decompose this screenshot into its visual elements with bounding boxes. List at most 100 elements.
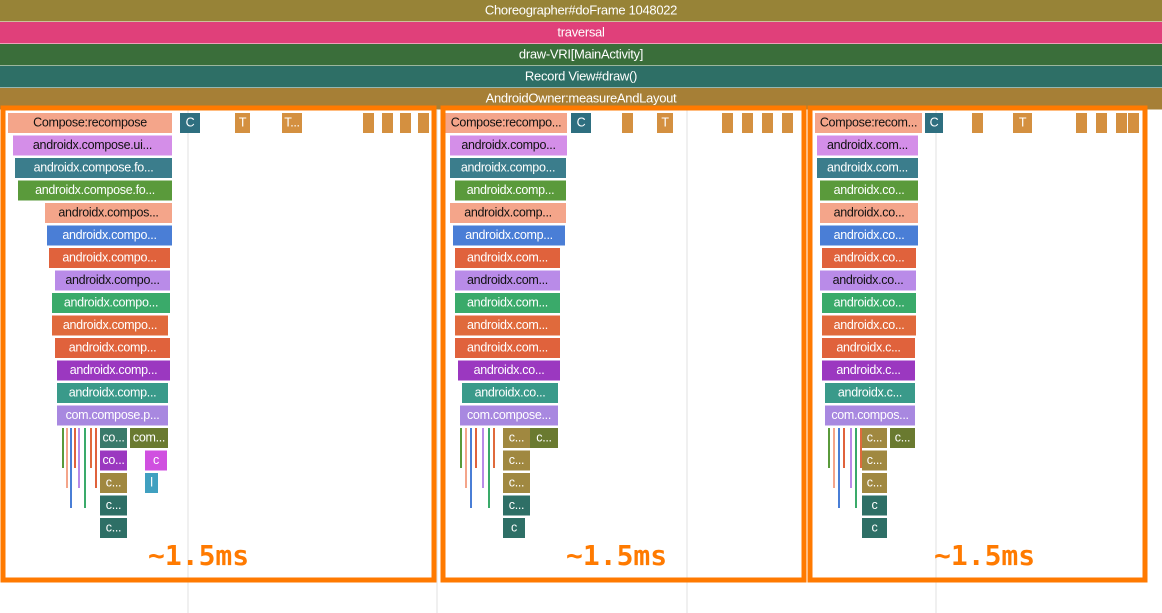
slice[interactable] <box>822 248 916 268</box>
slice[interactable] <box>862 428 887 448</box>
slice[interactable] <box>55 270 170 291</box>
slice[interactable] <box>49 248 170 268</box>
slice[interactable] <box>462 383 558 403</box>
slice[interactable] <box>822 293 916 313</box>
slice[interactable] <box>1013 113 1032 133</box>
slice[interactable] <box>78 428 80 488</box>
slice[interactable] <box>0 66 1162 88</box>
slice[interactable] <box>742 113 753 133</box>
slice[interactable] <box>503 473 530 493</box>
slice[interactable] <box>57 405 168 426</box>
slice[interactable] <box>850 428 852 488</box>
slice[interactable] <box>762 113 773 133</box>
slice[interactable] <box>45 203 172 223</box>
slice[interactable] <box>465 428 467 488</box>
slice[interactable] <box>55 338 170 358</box>
slice[interactable] <box>470 428 472 508</box>
slice[interactable] <box>382 113 393 133</box>
slice[interactable] <box>15 158 172 178</box>
slice[interactable] <box>450 203 566 223</box>
slice[interactable] <box>400 113 411 133</box>
slice[interactable] <box>100 450 127 471</box>
slice[interactable] <box>925 113 943 133</box>
slice[interactable] <box>90 428 92 468</box>
slice[interactable] <box>57 383 168 403</box>
slice[interactable] <box>130 428 168 448</box>
slice[interactable] <box>503 495 530 516</box>
slice[interactable] <box>530 428 558 448</box>
slice[interactable] <box>822 315 916 336</box>
slice[interactable] <box>0 44 1162 66</box>
slice[interactable] <box>1096 113 1107 133</box>
slice[interactable] <box>475 428 477 468</box>
slice[interactable] <box>571 113 591 133</box>
slice[interactable] <box>820 225 918 246</box>
slice[interactable] <box>503 518 525 538</box>
slice[interactable] <box>833 428 835 488</box>
slice[interactable] <box>418 113 429 133</box>
slice[interactable] <box>0 22 1162 44</box>
slice[interactable] <box>503 450 530 471</box>
slice[interactable] <box>0 88 1162 110</box>
slice[interactable] <box>815 113 922 133</box>
slice[interactable] <box>820 203 918 223</box>
slice[interactable] <box>1116 113 1127 133</box>
slice[interactable] <box>235 113 250 133</box>
slice[interactable] <box>445 113 567 133</box>
slice[interactable] <box>74 428 76 468</box>
slice[interactable] <box>460 405 558 426</box>
slice[interactable] <box>460 428 462 468</box>
slice[interactable] <box>100 495 127 516</box>
slice[interactable] <box>52 293 170 313</box>
slice[interactable] <box>455 248 560 268</box>
slice[interactable] <box>458 360 560 381</box>
slice[interactable] <box>488 428 490 508</box>
slice[interactable] <box>18 180 172 201</box>
slice[interactable] <box>450 158 566 178</box>
slice[interactable] <box>838 428 840 508</box>
slice[interactable] <box>145 473 158 493</box>
slice[interactable] <box>47 225 172 246</box>
slice[interactable] <box>455 315 560 336</box>
slice[interactable] <box>825 405 915 426</box>
slice[interactable] <box>282 113 302 133</box>
slice[interactable] <box>57 360 170 381</box>
slice[interactable] <box>145 450 167 471</box>
slice[interactable] <box>180 113 200 133</box>
slice[interactable] <box>62 428 64 468</box>
slice[interactable] <box>820 180 918 201</box>
slice[interactable] <box>722 113 733 133</box>
slice[interactable] <box>100 518 127 538</box>
slice[interactable] <box>95 428 97 488</box>
slice[interactable] <box>860 428 862 468</box>
slice[interactable] <box>828 428 830 468</box>
slice[interactable] <box>890 428 915 448</box>
slice[interactable] <box>13 135 172 156</box>
slice[interactable] <box>503 428 530 448</box>
slice[interactable] <box>862 495 887 516</box>
slice[interactable] <box>100 428 127 448</box>
slice[interactable] <box>493 428 495 468</box>
slice[interactable] <box>817 158 918 178</box>
slice[interactable] <box>455 293 560 313</box>
slice[interactable] <box>455 270 560 291</box>
slice[interactable] <box>862 450 887 471</box>
slice[interactable] <box>0 0 1162 22</box>
slice[interactable] <box>782 113 793 133</box>
slice[interactable] <box>455 338 560 358</box>
slice[interactable] <box>84 428 86 508</box>
slice[interactable] <box>1128 113 1139 133</box>
slice[interactable] <box>862 473 887 493</box>
slice[interactable] <box>453 225 565 246</box>
slice[interactable] <box>52 315 168 336</box>
slice[interactable] <box>820 270 916 291</box>
slice[interactable] <box>825 383 915 403</box>
slice[interactable] <box>817 135 918 156</box>
slice[interactable] <box>100 473 127 493</box>
slice[interactable] <box>482 428 484 488</box>
slice[interactable] <box>455 180 566 201</box>
slice[interactable] <box>822 360 915 381</box>
slice[interactable] <box>822 338 915 358</box>
slice[interactable] <box>363 113 374 133</box>
slice[interactable] <box>862 518 887 538</box>
